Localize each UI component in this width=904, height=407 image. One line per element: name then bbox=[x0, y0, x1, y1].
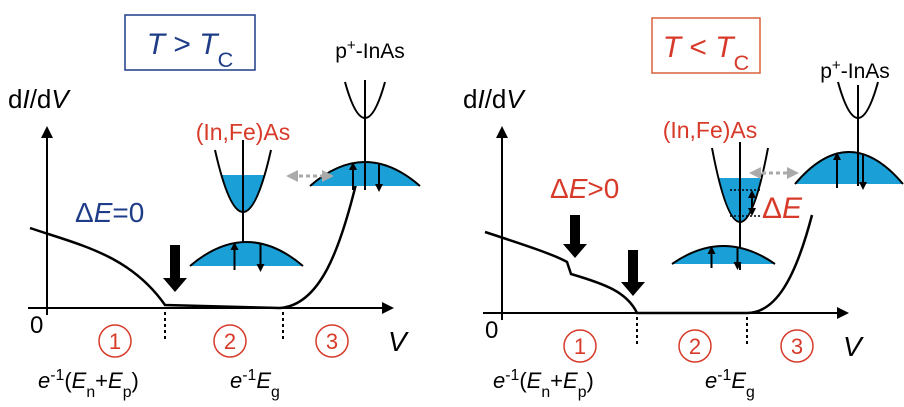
threshold-high-part: E bbox=[731, 368, 746, 393]
y-axis-label: dI/dV bbox=[8, 84, 71, 114]
electrode-label-part: -InAs bbox=[356, 40, 405, 63]
condition: T > TC bbox=[147, 28, 233, 72]
threshold-high-part: -1 bbox=[242, 367, 256, 384]
threshold-low-part: p bbox=[123, 384, 132, 401]
threshold-low-part: -1 bbox=[50, 367, 64, 384]
y-axis-label-part: /d bbox=[485, 84, 507, 114]
threshold-low-part: n bbox=[541, 384, 550, 401]
threshold-low-part: ) bbox=[132, 368, 139, 393]
threshold-high-part: g bbox=[746, 384, 755, 401]
region-label: 2 bbox=[224, 329, 236, 354]
threshold-low: e-1(En+Ep) bbox=[38, 367, 139, 401]
gap-note-part: =0 bbox=[112, 197, 144, 228]
threshold-low-part: E bbox=[72, 368, 87, 393]
y-axis-label-part: /d bbox=[30, 84, 52, 114]
x-axis-label: V bbox=[843, 331, 864, 362]
threshold-low: e-1(En+Ep) bbox=[493, 367, 594, 401]
split-label-part: Δ bbox=[762, 192, 782, 225]
threshold-high-part: -1 bbox=[717, 367, 731, 384]
region-label: 3 bbox=[791, 334, 803, 359]
y-axis-label-part: d bbox=[463, 84, 477, 114]
material-label: (In,Fe)As bbox=[196, 119, 291, 145]
threshold-low-part: e bbox=[38, 368, 50, 393]
gap-note-part: E bbox=[94, 197, 113, 228]
y-axis-label-part: V bbox=[506, 84, 526, 114]
y-axis-label-part: I bbox=[477, 84, 484, 114]
threshold-low-part: + bbox=[95, 368, 108, 393]
gap-note: ΔE>0 bbox=[550, 173, 619, 204]
x-axis-label: V bbox=[388, 326, 409, 357]
condition-part: < bbox=[681, 31, 715, 64]
down-arrow bbox=[563, 215, 587, 258]
threshold-low-part: e bbox=[493, 368, 505, 393]
threshold-low-part: ) bbox=[587, 368, 594, 393]
threshold-low-part: + bbox=[550, 368, 563, 393]
gap-note-part: >0 bbox=[587, 173, 619, 204]
electrode-label-part: + bbox=[832, 57, 841, 74]
y-axis-label-part: V bbox=[51, 84, 71, 114]
threshold-high-part: E bbox=[256, 368, 271, 393]
condition: T < TC bbox=[663, 31, 749, 75]
split-label: ΔE bbox=[762, 192, 803, 225]
gap-note: ΔE=0 bbox=[75, 197, 144, 228]
threshold-low-part: E bbox=[527, 368, 542, 393]
y-axis-label-part: d bbox=[8, 84, 22, 114]
threshold-low-part: p bbox=[578, 384, 587, 401]
threshold-low-part: -1 bbox=[505, 367, 519, 384]
gap-note-part: Δ bbox=[550, 173, 569, 204]
region-label: 1 bbox=[109, 329, 121, 354]
threshold-low-part: E bbox=[108, 368, 123, 393]
origin-label: 0 bbox=[485, 317, 498, 344]
region-label: 3 bbox=[326, 329, 338, 354]
threshold-high: e-1Eg bbox=[230, 367, 280, 401]
region-label: 2 bbox=[689, 334, 701, 359]
origin-label: 0 bbox=[30, 312, 43, 339]
condition-part: C bbox=[218, 47, 234, 72]
electrode-label-part: -InAs bbox=[841, 60, 890, 83]
gap-note-part: E bbox=[569, 173, 588, 204]
region-label: 1 bbox=[574, 334, 586, 359]
electrode-label: p+-InAs bbox=[335, 37, 405, 64]
split-label-part: E bbox=[782, 192, 803, 225]
figure: T > TCdI/dV0V123e-1(En+Ep)e-1EgΔE=0(In,F… bbox=[0, 0, 904, 407]
threshold-low-part: n bbox=[86, 384, 95, 401]
condition-part: C bbox=[734, 50, 750, 75]
electrode-label-part: + bbox=[347, 37, 356, 54]
y-axis-label-part: I bbox=[22, 84, 29, 114]
threshold-low-part: E bbox=[563, 368, 578, 393]
down-arrow bbox=[621, 250, 645, 296]
y-axis-label: dI/dV bbox=[463, 84, 526, 114]
material-label: (In,Fe)As bbox=[663, 117, 758, 143]
down-arrow bbox=[163, 245, 187, 292]
gap-note-part: Δ bbox=[75, 197, 94, 228]
threshold-high-part: e bbox=[705, 368, 717, 393]
threshold-high-part: g bbox=[271, 384, 280, 401]
threshold-high: e-1Eg bbox=[705, 367, 755, 401]
threshold-high-part: e bbox=[230, 368, 242, 393]
electrode-label-part: p bbox=[335, 40, 347, 63]
electrode-label-part: p bbox=[820, 60, 832, 83]
condition-part: > bbox=[165, 28, 199, 61]
electrode-label: p+-InAs bbox=[820, 57, 890, 84]
